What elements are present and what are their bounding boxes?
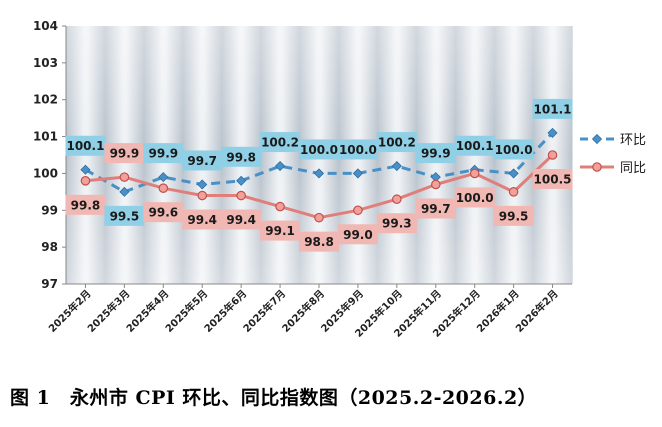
data-label-tongbi: 99.0: [343, 228, 373, 242]
legend-marker-huanbi: [591, 133, 603, 145]
data-label-huanbi: 99.7: [187, 154, 217, 168]
data-label-huanbi-bg: [104, 205, 145, 226]
marker-tongbi: [275, 201, 285, 212]
legend-label-huanbi: 环比: [620, 133, 646, 148]
data-label-huanbi: 100.0: [495, 143, 533, 157]
figure-caption: 图 1 永州市 CPI 环比、同比指数图（2025.2-2026.2）: [10, 387, 538, 409]
data-label-tongbi: 99.5: [499, 209, 529, 223]
x-tick-label: 2026年2月: [513, 287, 561, 335]
marker-huanbi: [119, 186, 130, 197]
data-label-tongbi-bg: [299, 231, 339, 252]
data-label-huanbi: 99.9: [421, 147, 451, 161]
data-label-tongbi-bg: [337, 224, 378, 245]
data-label-huanbi-bg: [454, 135, 495, 156]
data-labels: 100.1 99.8 99.5 99.9 99.9 99.6 99.7 99.4 99.8 99.…: [65, 98, 573, 252]
data-label-tongbi-bg: [493, 205, 534, 226]
y-tick-label: 102: [33, 93, 58, 107]
marker-tongbi: [430, 179, 441, 190]
y-tick-label: 101: [33, 130, 58, 144]
marker-tongbi: [197, 190, 208, 201]
marker-huanbi: [236, 175, 247, 186]
data-label-tongbi: 99.4: [187, 213, 217, 227]
y-tick-label: 103: [33, 56, 58, 70]
data-label-tongbi: 99.4: [226, 213, 256, 227]
marker-tongbi: [392, 194, 402, 205]
data-label-tongbi: 100.5: [534, 173, 572, 187]
data-label-huanbi: 100.2: [378, 136, 416, 150]
data-label-huanbi: 100.2: [261, 136, 299, 150]
marker-tongbi: [80, 176, 91, 186]
marker-huanbi: [80, 164, 91, 175]
data-label-tongbi: 100.0: [456, 191, 494, 205]
data-label-huanbi: 99.9: [149, 147, 179, 161]
legend-label-tongbi: 同比: [620, 161, 646, 176]
data-label-tongbi: 99.8: [71, 198, 101, 212]
chart: 9798991001011021031042025年2月2025年3月2025年…: [33, 19, 646, 340]
marker-tongbi: [158, 183, 169, 193]
data-label-huanbi-bg: [376, 132, 417, 153]
data-label-huanbi: 100.0: [300, 143, 338, 157]
marker-huanbi: [391, 160, 402, 172]
data-label-huanbi: 100.1: [66, 139, 104, 153]
data-label-tongbi-bg: [532, 169, 573, 189]
marker-huanbi: [313, 168, 325, 179]
legend-marker-tongbi: [592, 162, 602, 172]
series-layer: [80, 127, 558, 223]
data-label-tongbi: 99.3: [382, 217, 412, 231]
data-label-tongbi: 99.7: [421, 202, 451, 216]
marker-huanbi: [508, 168, 519, 179]
marker-huanbi: [352, 168, 363, 179]
marker-huanbi: [275, 160, 286, 172]
data-label-huanbi-bg: [299, 139, 339, 160]
y-tick-label: 99: [41, 203, 58, 217]
marker-tongbi: [353, 205, 363, 216]
data-label-huanbi: 101.1: [534, 102, 572, 116]
y-tick-label: 98: [41, 240, 58, 254]
data-label-tongbi: 99.6: [149, 206, 179, 220]
data-label-tongbi-bg: [143, 202, 184, 223]
data-label-tongbi: 99.1: [265, 224, 295, 238]
data-label-huanbi-bg: [182, 150, 223, 171]
data-label-tongbi: 98.8: [304, 235, 334, 249]
data-label-huanbi-bg: [260, 132, 301, 153]
data-label-huanbi: 99.8: [226, 150, 256, 164]
marker-huanbi: [158, 172, 169, 183]
y-tick-label: 97: [41, 277, 58, 291]
data-label-tongbi-bg: [415, 198, 456, 219]
data-label-huanbi-bg: [415, 143, 456, 164]
data-label-huanbi: 99.5: [110, 209, 140, 223]
marker-huanbi: [197, 179, 208, 190]
data-label-tongbi-bg: [454, 187, 495, 208]
data-label-huanbi-bg: [143, 143, 184, 164]
marker-tongbi: [469, 168, 480, 179]
marker-huanbi: [547, 127, 558, 138]
data-label-huanbi-bg: [493, 139, 534, 160]
data-label-huanbi-bg: [337, 139, 378, 160]
y-tick-label: 104: [33, 19, 58, 33]
data-label-huanbi-bg: [65, 135, 106, 156]
data-label-tongbi-bg: [104, 143, 145, 164]
data-label-tongbi-bg: [182, 209, 223, 230]
marker-tongbi: [314, 212, 324, 223]
data-label-tongbi-bg: [65, 194, 106, 215]
y-tick-label: 100: [33, 166, 58, 180]
data-label-tongbi-bg: [376, 213, 417, 234]
data-label-tongbi-bg: [221, 209, 262, 230]
data-label-huanbi: 100.1: [456, 139, 494, 153]
marker-tongbi: [508, 187, 519, 197]
marker-tongbi: [119, 172, 130, 182]
data-label-huanbi-bg: [532, 98, 573, 119]
marker-tongbi: [236, 190, 246, 201]
data-label-huanbi-bg: [221, 146, 262, 167]
data-label-tongbi: 99.9: [110, 147, 140, 161]
marker-tongbi: [547, 150, 558, 160]
data-label-huanbi: 100.0: [339, 143, 377, 157]
data-label-tongbi-bg: [260, 220, 301, 241]
